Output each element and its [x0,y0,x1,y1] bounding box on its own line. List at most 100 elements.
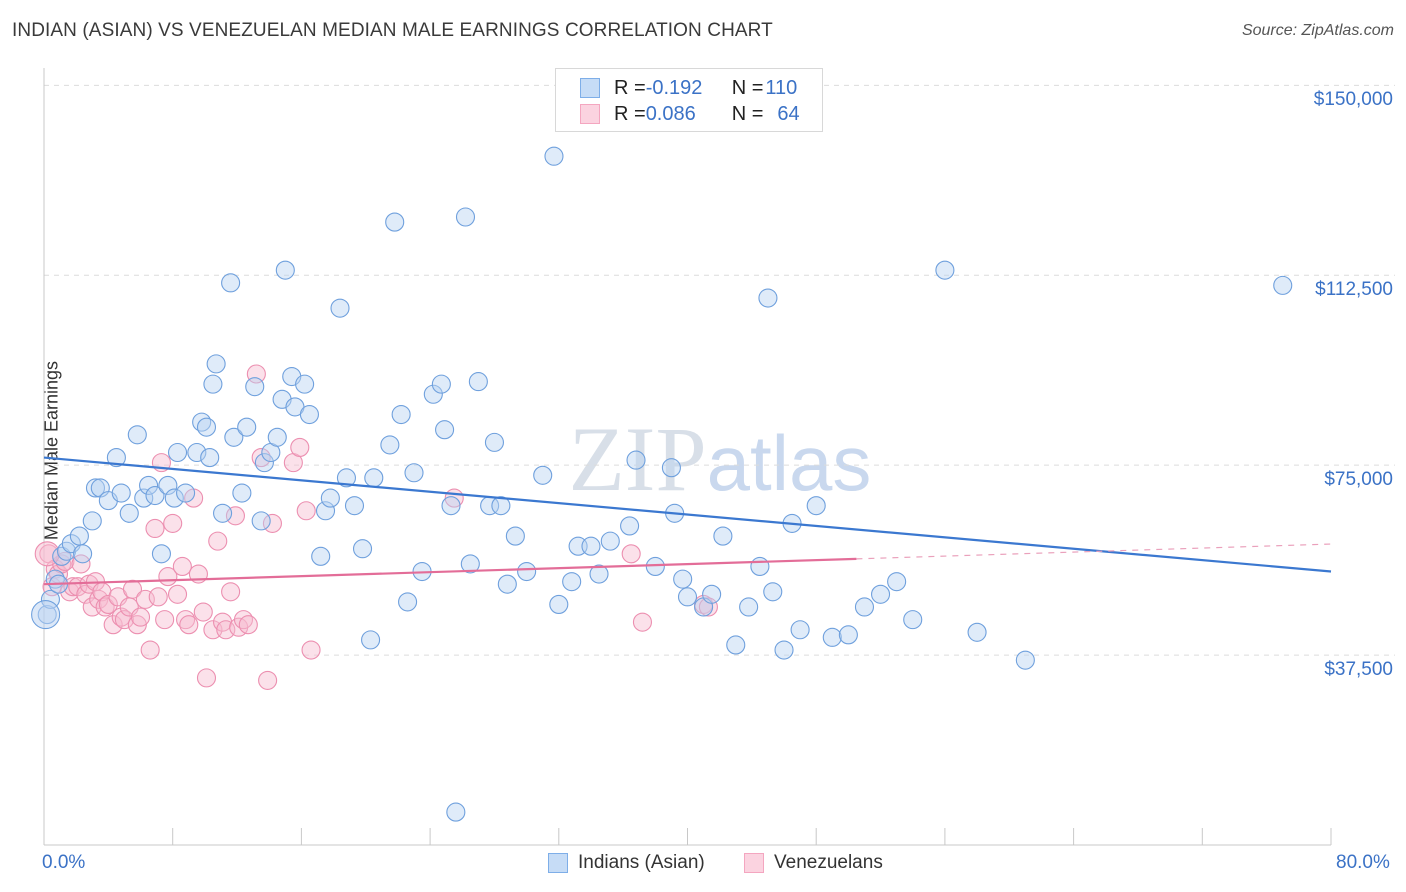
y-tick-label: $150,000 [1313,89,1393,111]
indians-asian-point [245,377,265,397]
venezuelans-point [103,615,123,635]
indians-asian-point-large [31,600,61,630]
legend-row-venezuelans: R = 0.086 N = 64 [580,102,800,126]
venezuelans-point [193,602,213,622]
indians-asian-point [344,496,365,516]
indians-asian-point [380,435,400,455]
watermark: ZIPatlas [569,408,872,510]
indians-asian-point [315,501,336,521]
indians-asian-point [224,427,244,447]
indians-asian-point [82,511,102,531]
indians-asian-point [661,458,681,478]
indians-asian-point [213,503,233,523]
x-tick-label-min: 0.0% [42,852,86,873]
venezuelans-point [698,597,718,617]
indians-asian-point [85,478,106,498]
indians-asian-point [336,468,356,488]
y-tick-label: $112,500 [1315,279,1393,301]
indians-asian-point [431,374,451,394]
trend-lines [43,456,1332,586]
indians-asian-point [739,597,759,617]
venezuelans-point [163,513,183,533]
chart-source: Source: ZipAtlas.com [1241,22,1394,39]
indians-asian-point [505,526,525,546]
indians-asian-point [903,610,923,630]
indians-asian-point [441,496,461,516]
indians-asian-point [106,448,126,468]
indians-asian-point [455,207,476,227]
venezuelans-point [95,597,115,617]
indians-asian-point [237,417,257,437]
indians-asian-point [806,496,826,516]
indians-asian-point [158,475,178,495]
indians-asian-point [673,569,693,589]
indians-asian-point [544,146,564,166]
indians-asian-point [645,556,665,577]
indians-asian-point [119,503,139,523]
indians-asian-point [295,374,315,394]
indians-asian-point [497,574,517,594]
venezuelans-point [155,610,175,630]
venezuelans-point [251,448,271,468]
legend-swatch-venezuelans [744,853,764,873]
venezuelans-point [262,513,282,533]
venezuelans-point [76,584,96,604]
indians-asian-point [364,468,384,488]
legend-item-venezuelans: Venezuelans [744,852,883,874]
indians-asian-point [763,582,783,602]
indians-asian-point [145,485,165,506]
indians-asian-point [275,260,295,280]
indians-asian-point [352,539,373,559]
venezuelans-point [238,615,258,635]
venezuelans-point [221,582,241,602]
indians-asian-point [774,640,794,660]
indians-asian-point [73,544,93,564]
venezuelans-trend-line [43,557,857,586]
legend-row-indians: R = -0.192 N = 110 [580,76,797,100]
indians-asian-point [460,554,480,574]
venezuelans-point [140,640,160,660]
swatch-venezuelans [580,104,600,124]
indians-asian-point [1273,275,1293,295]
indians-asian-point [206,354,226,374]
indians-asian-point [468,372,488,392]
indians-asian-point [589,564,609,584]
grid-lines [44,84,1395,656]
venezuelans-point [258,670,278,690]
venezuelans-point [301,640,321,660]
indians-asian-point [200,448,220,468]
venezuelans-point [148,587,168,607]
indians-asian-point [404,463,424,483]
indians-asian-point [677,587,698,607]
indians-asian-point [435,420,455,440]
indians-asian-point [620,516,640,536]
venezuelans-point [176,610,196,630]
indians-asian-point [822,627,842,647]
indians-asian-point [600,531,620,551]
indians-asian-point [491,496,511,516]
y-tick-label: $37,500 [1324,659,1393,681]
indians-asian-point [232,483,252,503]
venezuelans-points [34,364,718,690]
indians-asian-point [758,288,778,308]
indians-asian-point [176,483,196,503]
indians-asian-point [967,622,987,642]
indians-asian-point [726,635,746,655]
indians-asian-point [385,212,405,232]
indians-asian-point [1015,650,1035,670]
r-value-venezuelans: 0.086 [645,102,696,125]
indians-asian-point [446,802,466,822]
indians-asian-point [398,592,418,612]
axes [43,68,1332,846]
indians-asian-point [549,594,569,614]
indians-asian-point [581,536,601,556]
n-value-indians: 110 [765,76,798,99]
indians-asian-point [330,298,350,318]
venezuelans-point [122,579,143,599]
n-label: N = [731,102,764,125]
venezuelans-point [111,607,131,627]
y-tick-label: $75,000 [1324,469,1393,491]
indians-asian-point [299,404,319,425]
r-value-indians: -0.192 [645,76,703,99]
